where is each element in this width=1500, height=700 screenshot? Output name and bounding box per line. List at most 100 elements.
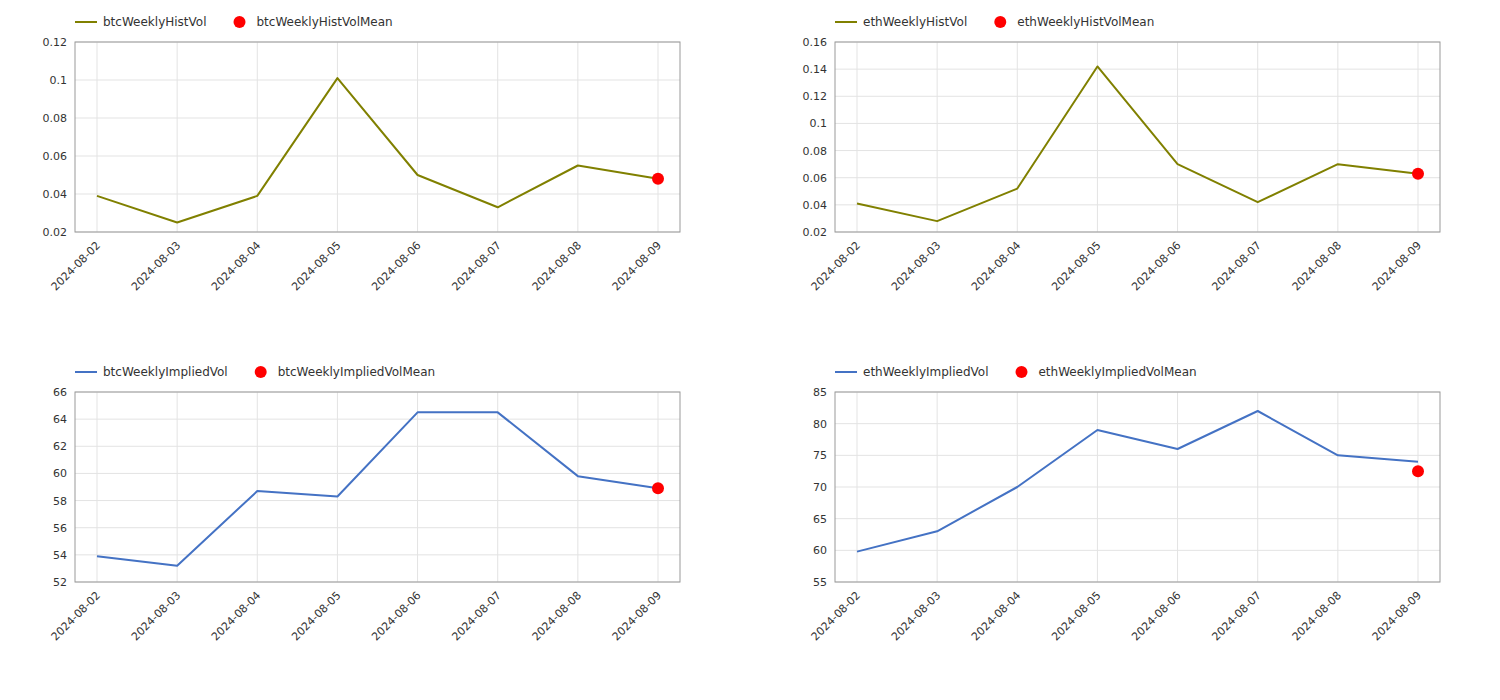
y-tick-label: 64 bbox=[53, 413, 67, 426]
x-grid-line bbox=[1097, 42, 1098, 232]
y-grid-line bbox=[75, 80, 680, 81]
x-grid-line bbox=[1257, 42, 1258, 232]
legend-label: ethWeeklyHistVolMean bbox=[1017, 15, 1154, 29]
legend: ethWeeklyHistVol ethWeeklyHistVolMean bbox=[835, 15, 1154, 29]
x-tick-label: 2024-08-05 bbox=[289, 239, 343, 293]
x-tick-label: 2024-08-07 bbox=[449, 239, 503, 293]
y-tick-label: 54 bbox=[53, 549, 67, 562]
y-tick-label: 52 bbox=[53, 576, 67, 589]
panel: 52545658606264662024-08-022024-08-032024… bbox=[49, 365, 680, 643]
x-tick-label: 2024-08-04 bbox=[969, 239, 1023, 293]
y-grid-line bbox=[75, 473, 680, 474]
legend-item: btcWeeklyImpliedVolMean bbox=[255, 365, 435, 379]
x-grid-line bbox=[577, 392, 578, 582]
x-grid-line bbox=[1177, 42, 1178, 232]
legend-item: ethWeeklyImpliedVol bbox=[835, 365, 988, 379]
y-tick-label: 0.1 bbox=[50, 74, 68, 87]
y-tick-label: 0.06 bbox=[43, 150, 68, 163]
x-grid-line bbox=[97, 392, 98, 582]
y-grid-line bbox=[75, 554, 680, 555]
y-tick-label: 0.06 bbox=[803, 172, 828, 185]
x-grid-line bbox=[1337, 42, 1338, 232]
x-tick-label: 2024-08-05 bbox=[289, 589, 343, 643]
x-tick-label: 2024-08-06 bbox=[369, 589, 423, 643]
legend-swatch bbox=[234, 16, 246, 28]
legend-swatch bbox=[835, 371, 857, 373]
x-tick-label: 2024-08-08 bbox=[1290, 589, 1344, 643]
y-tick-label: 58 bbox=[53, 495, 67, 508]
x-tick-label: 2024-08-03 bbox=[889, 589, 943, 643]
x-tick-label: 2024-08-05 bbox=[1049, 239, 1103, 293]
y-tick-label: 0.08 bbox=[803, 145, 828, 158]
x-grid-line bbox=[177, 392, 178, 582]
legend-item: btcWeeklyHistVolMean bbox=[234, 15, 393, 29]
legend-item: ethWeeklyImpliedVolMean bbox=[1015, 365, 1196, 379]
x-tick-label: 2024-08-08 bbox=[1290, 239, 1344, 293]
x-grid-line bbox=[1097, 392, 1098, 582]
x-tick-label: 2024-08-08 bbox=[530, 589, 584, 643]
y-grid-line bbox=[75, 156, 680, 157]
legend: btcWeeklyHistVol btcWeeklyHistVolMean bbox=[75, 15, 393, 29]
x-grid-line bbox=[97, 42, 98, 232]
y-grid-line bbox=[835, 550, 1440, 551]
x-tick-label: 2024-08-06 bbox=[1129, 239, 1183, 293]
line bbox=[857, 411, 1418, 552]
legend-label: btcWeeklyHistVol bbox=[103, 15, 207, 29]
x-grid-line bbox=[658, 42, 659, 232]
legend-swatch bbox=[75, 371, 97, 373]
grid bbox=[835, 42, 1440, 232]
x-grid-line bbox=[577, 42, 578, 232]
panel: 556065707580852024-08-022024-08-032024-0… bbox=[809, 365, 1440, 643]
x-grid-line bbox=[1418, 392, 1419, 582]
marks bbox=[97, 78, 664, 222]
y-grid-line bbox=[835, 96, 1440, 97]
y-tick-label: 70 bbox=[813, 481, 827, 494]
x-tick-label: 2024-08-04 bbox=[209, 589, 263, 643]
y-tick-label: 65 bbox=[813, 513, 827, 526]
marks bbox=[857, 66, 1424, 221]
x-tick-label: 2024-08-02 bbox=[49, 589, 103, 643]
line bbox=[97, 412, 658, 565]
x-tick-label: 2024-08-05 bbox=[1049, 589, 1103, 643]
y-tick-label: 66 bbox=[53, 386, 67, 399]
x-tick-label: 2024-08-06 bbox=[369, 239, 423, 293]
legend-label: ethWeeklyHistVol bbox=[863, 15, 967, 29]
y-tick-label: 62 bbox=[53, 440, 67, 453]
x-grid-line bbox=[497, 392, 498, 582]
x-grid-line bbox=[857, 392, 858, 582]
y-tick-label: 60 bbox=[53, 467, 67, 480]
y-grid-line bbox=[835, 204, 1440, 205]
x-grid-line bbox=[1418, 42, 1419, 232]
plot-frame bbox=[835, 392, 1440, 582]
x-grid-line bbox=[257, 392, 258, 582]
legend-label: btcWeeklyImpliedVolMean bbox=[278, 365, 435, 379]
x-tick-label: 2024-08-08 bbox=[530, 239, 584, 293]
y-grid-line bbox=[835, 69, 1440, 70]
marks bbox=[857, 411, 1424, 552]
y-grid-line bbox=[75, 419, 680, 420]
point bbox=[652, 482, 664, 494]
x-tick-label: 2024-08-09 bbox=[1370, 589, 1424, 643]
x-tick-label: 2024-08-06 bbox=[1129, 589, 1183, 643]
legend: btcWeeklyImpliedVolbtcWeeklyImpliedVolMe… bbox=[75, 365, 435, 379]
x-tick-label: 2024-08-09 bbox=[610, 239, 664, 293]
legend-item: ethWeeklyHistVol bbox=[835, 15, 967, 29]
plot-frame bbox=[835, 42, 1440, 232]
x-tick-label: 2024-08-09 bbox=[1370, 239, 1424, 293]
y-tick-label: 56 bbox=[53, 522, 67, 535]
y-grid-line bbox=[835, 177, 1440, 178]
chart-canvas: 0.020.040.060.080.10.122024-08-022024-08… bbox=[0, 0, 1500, 700]
line bbox=[857, 66, 1418, 221]
y-grid-line bbox=[835, 123, 1440, 124]
x-grid-line bbox=[1337, 392, 1338, 582]
y-tick-label: 0.14 bbox=[803, 63, 828, 76]
y-grid-line bbox=[75, 446, 680, 447]
x-grid-line bbox=[257, 42, 258, 232]
x-grid-line bbox=[417, 42, 418, 232]
plot-frame bbox=[75, 42, 680, 232]
y-grid-line bbox=[75, 500, 680, 501]
legend-label: btcWeeklyHistVolMean bbox=[257, 15, 393, 29]
marks bbox=[97, 412, 664, 565]
y-grid-line bbox=[75, 527, 680, 528]
x-tick-label: 2024-08-03 bbox=[129, 239, 183, 293]
